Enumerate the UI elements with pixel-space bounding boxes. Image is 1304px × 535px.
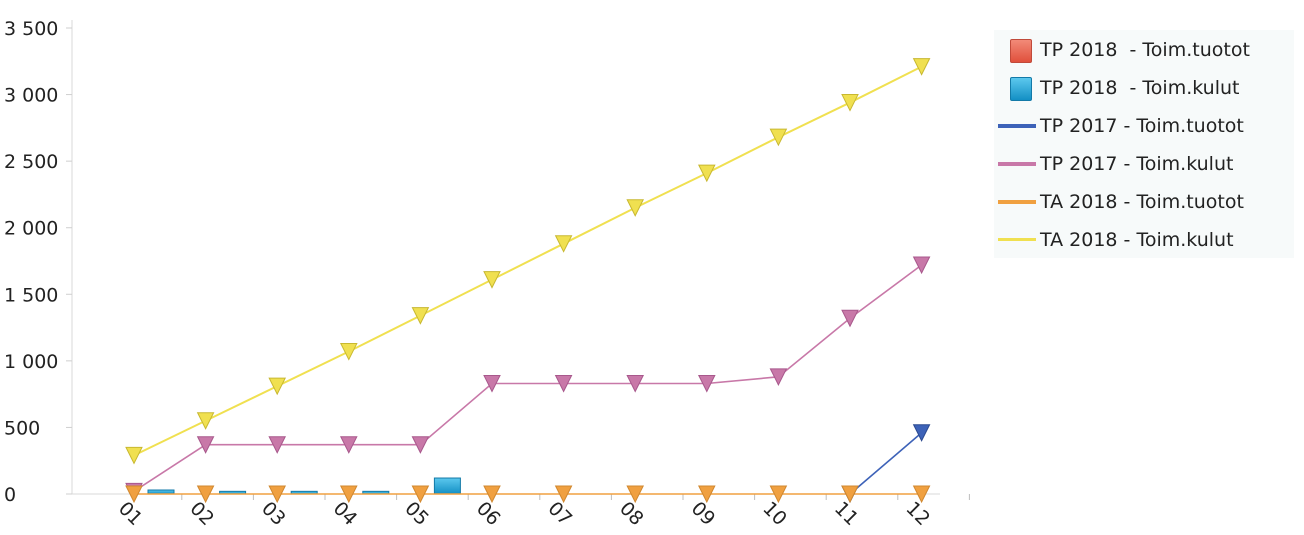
marker-ta2018-tuotot — [268, 485, 287, 504]
marker-ta2018-tuotot — [554, 485, 573, 504]
legend-item-ta2018-tuotot: TA 2018 - Toim.tuotot — [994, 184, 1294, 220]
marker-ta2018-kulut — [411, 307, 430, 325]
line-tp2017-tuotot — [849, 432, 923, 495]
legend-swatch-line-pink — [994, 149, 1040, 179]
marker-tp2017-kulut — [841, 309, 859, 328]
x-tick-label: 09 — [687, 497, 720, 530]
x-tick-label: 03 — [257, 497, 290, 530]
legend-item-tp2017-kulut: TP 2017 - Toim.kulut — [994, 146, 1294, 182]
marker-tp2017-kulut — [912, 256, 931, 275]
marker-ta2018-kulut — [554, 235, 573, 253]
line-ta2018-kulut — [133, 65, 923, 457]
x-tick-label: 11 — [830, 497, 863, 530]
x-tick-label: 07 — [544, 497, 577, 530]
y-tick-label: 2 500 — [4, 151, 58, 173]
legend-label: TP 2018 - Toim.kulut — [1040, 77, 1240, 99]
marker-tp2017-kulut — [268, 436, 287, 454]
marker-ta2018-kulut — [339, 343, 358, 361]
marker-ta2018-kulut — [769, 128, 788, 147]
marker-tp2017-tuotot — [912, 424, 931, 442]
marker-ta2018-tuotot — [125, 485, 143, 504]
x-tick-label: 12 — [902, 497, 935, 530]
legend-swatch-line-yellow — [994, 225, 1040, 255]
marker-tp2017-kulut — [769, 368, 788, 386]
marker-ta2018-tuotot — [769, 485, 788, 504]
markers — [125, 58, 931, 504]
legend-label: TP 2018 - Toim.tuotot — [1040, 39, 1250, 61]
y-tick-label: 500 — [4, 417, 40, 439]
y-tick-label: 1 000 — [4, 351, 58, 373]
marker-ta2018-tuotot — [626, 485, 645, 504]
marker-ta2018-tuotot — [841, 485, 859, 504]
y-tick-label: 3 500 — [4, 18, 58, 40]
line-tp2017-kulut — [133, 264, 923, 493]
marker-tp2017-kulut — [339, 436, 358, 454]
marker-tp2017-kulut — [554, 374, 573, 393]
x-tick-label: 10 — [758, 497, 791, 530]
legend-swatch-line-orange — [994, 187, 1040, 217]
legend-label: TP 2017 - Toim.kulut — [1040, 153, 1234, 175]
legend-item-tp2018-kulut: TP 2018 - Toim.kulut — [994, 70, 1294, 106]
marker-ta2018-tuotot — [196, 485, 215, 504]
legend-label: TA 2018 - Toim.tuotot — [1040, 191, 1244, 213]
marker-ta2018-kulut — [841, 94, 859, 112]
marker-ta2018-kulut — [483, 271, 501, 289]
x-tick-label: 02 — [186, 497, 219, 530]
marker-ta2018-kulut — [912, 58, 931, 76]
bar-toim-kulut-05 — [433, 477, 461, 495]
marker-ta2018-tuotot — [912, 485, 931, 504]
marker-ta2018-kulut — [268, 377, 287, 396]
y-tick-label: 0 — [4, 484, 16, 506]
lines — [133, 65, 923, 495]
legend: TP 2018 - Toim.tuotot TP 2018 - Toim.kul… — [994, 30, 1294, 258]
legend-label: TA 2018 - Toim.kulut — [1040, 229, 1234, 251]
marker-ta2018-kulut — [125, 446, 143, 465]
marker-ta2018-kulut — [697, 164, 716, 183]
y-axis: 0 500 1 000 1 500 2 000 2 500 3 000 3 500 — [4, 18, 73, 506]
marker-ta2018-tuotot — [339, 485, 358, 504]
legend-item-tp2017-tuotot: TP 2017 - Toim.tuotot — [994, 108, 1294, 144]
x-tick-label: 08 — [615, 497, 648, 530]
marker-ta2018-tuotot — [697, 485, 716, 504]
marker-tp2017-kulut — [411, 436, 430, 454]
legend-swatch-square-blue — [994, 73, 1040, 103]
legend-swatch-square-red — [994, 35, 1040, 65]
marker-tp2017-kulut — [483, 374, 501, 393]
y-tick-label: 2 000 — [4, 218, 58, 240]
marker-ta2018-kulut — [196, 412, 215, 430]
marker-tp2017-kulut — [626, 374, 645, 393]
marker-tp2017-kulut — [697, 374, 716, 393]
legend-item-tp2018-tuotot: TP 2018 - Toim.tuotot — [994, 32, 1294, 68]
marker-tp2017-kulut — [196, 436, 215, 454]
x-tick-label: 06 — [472, 497, 505, 530]
x-tick-label: 04 — [329, 497, 362, 530]
legend-swatch-line-darkblue — [994, 111, 1040, 141]
x-tick-label: 01 — [114, 497, 147, 530]
marker-ta2018-kulut — [626, 199, 645, 217]
legend-label: TP 2017 - Toim.tuotot — [1040, 115, 1244, 137]
y-tick-label: 1 500 — [4, 284, 58, 306]
marker-ta2018-tuotot — [483, 485, 501, 504]
x-tick-label: 05 — [400, 497, 433, 530]
marker-ta2018-tuotot — [411, 485, 430, 504]
y-tick-label: 3 000 — [4, 85, 58, 107]
legend-item-ta2018-kulut: TA 2018 - Toim.kulut — [994, 222, 1294, 258]
